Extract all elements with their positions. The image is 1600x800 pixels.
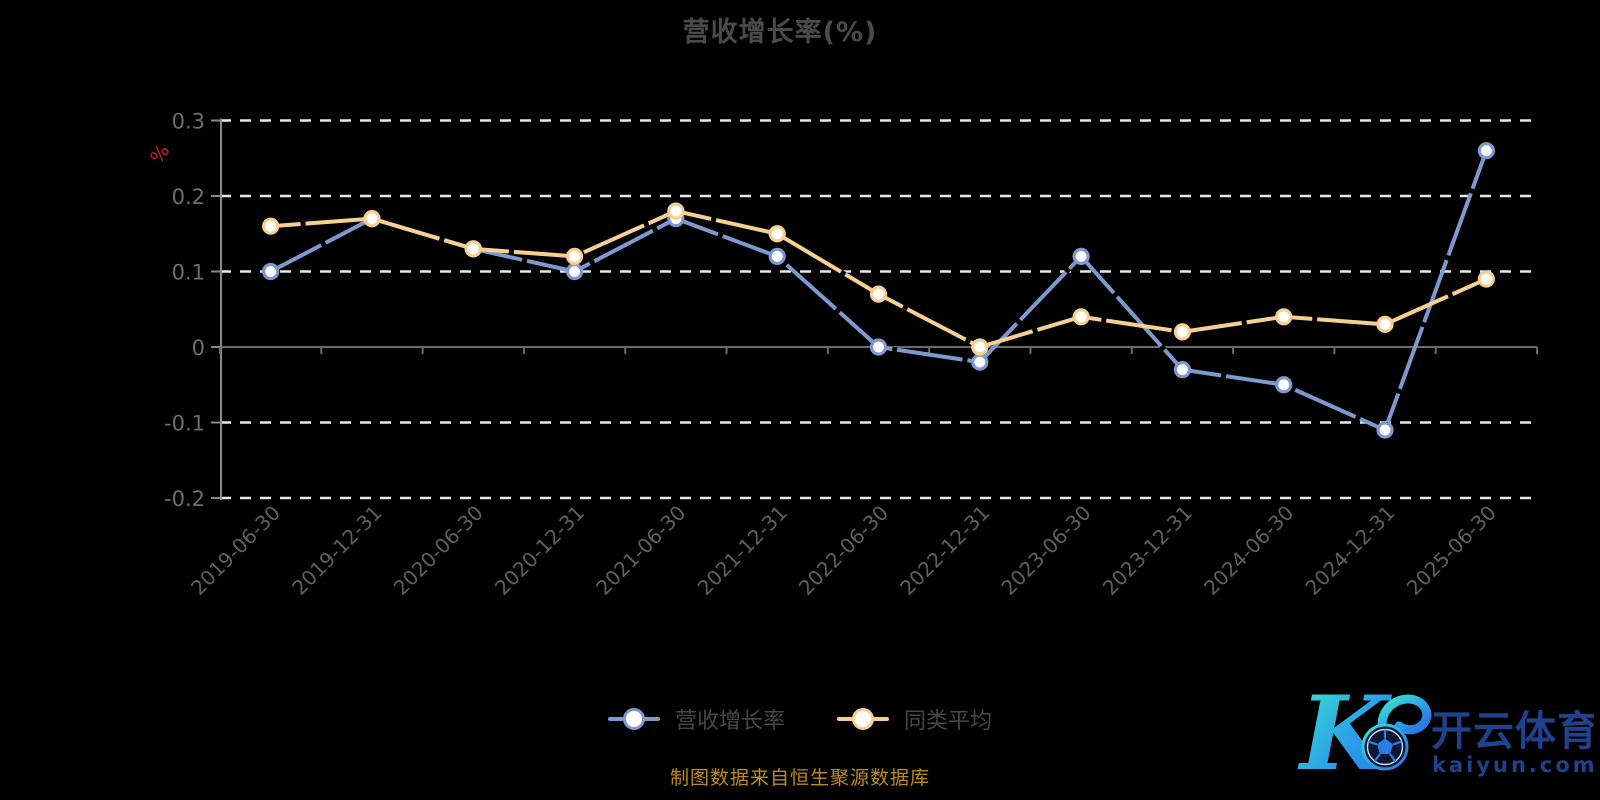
data-point[interactable] bbox=[768, 247, 786, 265]
y-axis-label: -0.1 bbox=[164, 412, 205, 436]
data-source-note: 制图数据来自恒生聚源数据库 bbox=[669, 767, 930, 789]
line-dash-texture bbox=[270, 208, 1488, 350]
x-axis-label: 2022-06-30 bbox=[794, 501, 893, 600]
legend-label: 同类平均 bbox=[904, 709, 993, 734]
data-point[interactable] bbox=[869, 338, 888, 356]
data-point[interactable] bbox=[1376, 315, 1394, 333]
y-axis-label: 0.3 bbox=[172, 110, 205, 134]
y-axis-label: 0.2 bbox=[172, 185, 205, 209]
legend-line-marker-icon bbox=[607, 708, 660, 730]
data-point[interactable] bbox=[262, 262, 280, 281]
data-point[interactable] bbox=[1173, 361, 1192, 379]
x-axis-label: 2020-12-31 bbox=[490, 501, 589, 600]
legend-label: 营收增长率 bbox=[674, 709, 785, 734]
x-axis-label: 2019-12-31 bbox=[287, 501, 386, 600]
legend-dot-marker-icon bbox=[622, 708, 645, 730]
x-axis-label: 2024-12-31 bbox=[1300, 501, 1399, 600]
data-point[interactable] bbox=[1477, 142, 1495, 160]
logo-domain-text: kaiyun.com bbox=[1432, 753, 1594, 777]
data-point[interactable] bbox=[464, 240, 482, 258]
x-axis-label: 2023-12-31 bbox=[1098, 501, 1197, 600]
x-axis-label: 2025-06-30 bbox=[1402, 501, 1501, 600]
data-point[interactable] bbox=[363, 210, 381, 228]
x-axis-label: 2019-06-30 bbox=[186, 501, 285, 600]
x-axis-label: 2020-06-30 bbox=[389, 501, 488, 600]
x-axis-label: 2021-12-31 bbox=[693, 501, 792, 600]
data-point[interactable] bbox=[1173, 323, 1192, 341]
kaiyun-logo[interactable]: K 开云体育 kaiyun.com bbox=[1282, 666, 1594, 798]
y-axis-label: 0 bbox=[192, 336, 205, 360]
chart-title: 营收增长率(%) bbox=[682, 17, 878, 48]
data-point[interactable] bbox=[565, 262, 584, 281]
data-point[interactable] bbox=[565, 247, 584, 265]
x-axis-label: 2024-06-30 bbox=[1199, 501, 1298, 600]
data-point[interactable] bbox=[1376, 421, 1394, 439]
data-point[interactable] bbox=[1072, 308, 1090, 326]
y-axis-label: -0.2 bbox=[164, 487, 205, 511]
peer-average-line bbox=[268, 209, 1489, 349]
data-point[interactable] bbox=[1072, 247, 1090, 265]
data-point[interactable] bbox=[262, 217, 280, 235]
y-axis-label: 0.1 bbox=[172, 261, 205, 285]
chart-legend: 营收增长率 同类平均 bbox=[0, 703, 1600, 735]
legend-item-peer-average[interactable]: 同类平均 bbox=[837, 703, 992, 735]
x-axis-label: 2022-12-31 bbox=[895, 501, 994, 600]
data-point[interactable] bbox=[667, 202, 685, 220]
data-point[interactable] bbox=[1275, 376, 1293, 394]
soccer-ball-icon bbox=[1361, 723, 1409, 771]
data-point[interactable] bbox=[1477, 270, 1495, 288]
data-point[interactable] bbox=[1275, 308, 1293, 326]
y-axis-name-percent: % bbox=[146, 140, 174, 167]
data-point[interactable] bbox=[971, 338, 989, 356]
legend-dot-marker-icon bbox=[852, 708, 874, 730]
data-point[interactable] bbox=[971, 353, 989, 371]
legend-item-revenue-growth[interactable]: 营收增长率 bbox=[607, 703, 785, 735]
x-axis-label: 2021-06-30 bbox=[591, 501, 690, 600]
legend-line-marker-icon bbox=[837, 708, 889, 730]
data-point[interactable] bbox=[768, 225, 786, 243]
data-point[interactable] bbox=[869, 285, 888, 303]
x-axis-label: 2023-06-30 bbox=[996, 501, 1095, 600]
logo-brand-text: 开云体育 bbox=[1431, 707, 1594, 755]
kaiyun-k-mark: K bbox=[1297, 674, 1432, 794]
